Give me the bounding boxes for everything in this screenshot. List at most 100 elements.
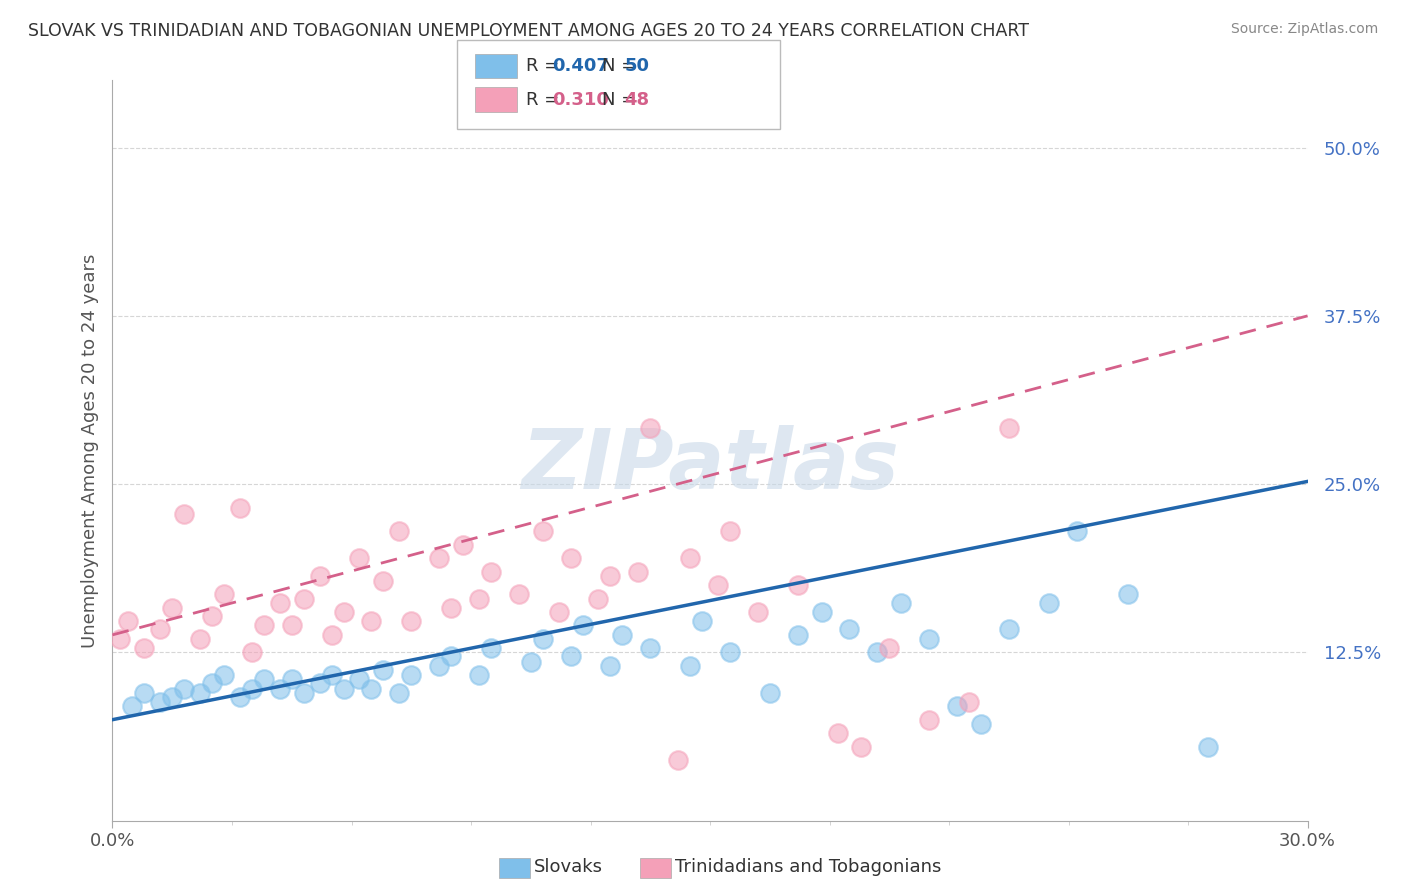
Point: [269, 596, 291, 610]
Point: [1197, 739, 1219, 754]
Point: [212, 668, 235, 682]
Point: [401, 668, 423, 682]
Point: [281, 618, 304, 632]
Point: [838, 623, 860, 637]
Point: [212, 587, 235, 601]
Point: [508, 587, 530, 601]
Point: [666, 753, 689, 767]
Point: [173, 507, 195, 521]
Point: [759, 686, 782, 700]
Text: R =: R =: [526, 57, 565, 75]
Point: [599, 568, 621, 582]
Point: [110, 632, 132, 646]
Point: [173, 681, 195, 696]
Point: [946, 699, 969, 714]
Point: [427, 551, 450, 566]
Point: [918, 632, 941, 646]
Point: [479, 565, 502, 579]
Point: [134, 686, 156, 700]
Point: [957, 695, 980, 709]
Point: [890, 596, 912, 610]
Text: 0.407: 0.407: [553, 57, 609, 75]
Point: [308, 568, 330, 582]
Point: [440, 601, 463, 615]
Point: [117, 615, 139, 629]
Point: [879, 641, 901, 656]
Point: [451, 538, 474, 552]
Point: [747, 605, 769, 619]
Point: [851, 739, 873, 754]
Point: [718, 524, 741, 539]
Point: [531, 632, 554, 646]
Point: [718, 645, 741, 659]
Y-axis label: Unemployment Among Ages 20 to 24 years: Unemployment Among Ages 20 to 24 years: [80, 253, 98, 648]
Point: [201, 609, 224, 624]
Point: [1066, 524, 1088, 539]
Point: [401, 615, 423, 629]
Text: 50: 50: [624, 57, 650, 75]
Point: [810, 605, 832, 619]
Point: [786, 578, 808, 592]
Point: [612, 628, 634, 642]
Text: N =: N =: [602, 91, 641, 109]
Point: [360, 681, 382, 696]
Point: [149, 695, 172, 709]
Point: [588, 591, 610, 606]
Point: [468, 668, 491, 682]
Point: [1118, 587, 1140, 601]
Point: [349, 673, 371, 687]
Text: Trinidadians and Tobagonians: Trinidadians and Tobagonians: [675, 858, 941, 876]
Point: [188, 686, 211, 700]
Point: [531, 524, 554, 539]
Point: [440, 649, 463, 664]
Point: [560, 551, 582, 566]
Point: [321, 668, 343, 682]
Point: [292, 686, 315, 700]
Point: [373, 663, 395, 677]
Point: [388, 524, 411, 539]
Point: [827, 726, 849, 740]
Point: [269, 681, 291, 696]
Text: 48: 48: [624, 91, 650, 109]
Point: [240, 681, 263, 696]
Point: [229, 690, 252, 704]
Text: R =: R =: [526, 91, 565, 109]
Point: [134, 641, 156, 656]
Point: [162, 601, 183, 615]
Point: [321, 628, 343, 642]
Point: [349, 551, 371, 566]
Text: ZIPatlas: ZIPatlas: [522, 425, 898, 506]
Point: [599, 658, 621, 673]
Point: [707, 578, 730, 592]
Point: [998, 623, 1021, 637]
Point: [468, 591, 491, 606]
Point: [332, 605, 354, 619]
Point: [1038, 596, 1060, 610]
Point: [520, 655, 543, 669]
Point: [786, 628, 808, 642]
Text: 0.310: 0.310: [553, 91, 609, 109]
Point: [332, 681, 354, 696]
Point: [188, 632, 211, 646]
Point: [918, 713, 941, 727]
Point: [866, 645, 889, 659]
Point: [427, 658, 450, 673]
Point: [373, 574, 395, 588]
Point: [560, 649, 582, 664]
Point: [640, 641, 662, 656]
Point: [640, 420, 662, 434]
Point: [571, 618, 593, 632]
Point: [201, 676, 224, 690]
Point: [308, 676, 330, 690]
Text: Source: ZipAtlas.com: Source: ZipAtlas.com: [1230, 22, 1378, 37]
Point: [479, 641, 502, 656]
Point: [229, 501, 252, 516]
Text: SLOVAK VS TRINIDADIAN AND TOBAGONIAN UNEMPLOYMENT AMONG AGES 20 TO 24 YEARS CORR: SLOVAK VS TRINIDADIAN AND TOBAGONIAN UNE…: [28, 22, 1029, 40]
Point: [998, 420, 1021, 434]
Point: [281, 673, 304, 687]
Point: [121, 699, 143, 714]
Point: [149, 623, 172, 637]
Point: [240, 645, 263, 659]
Point: [627, 565, 650, 579]
Point: [679, 658, 702, 673]
